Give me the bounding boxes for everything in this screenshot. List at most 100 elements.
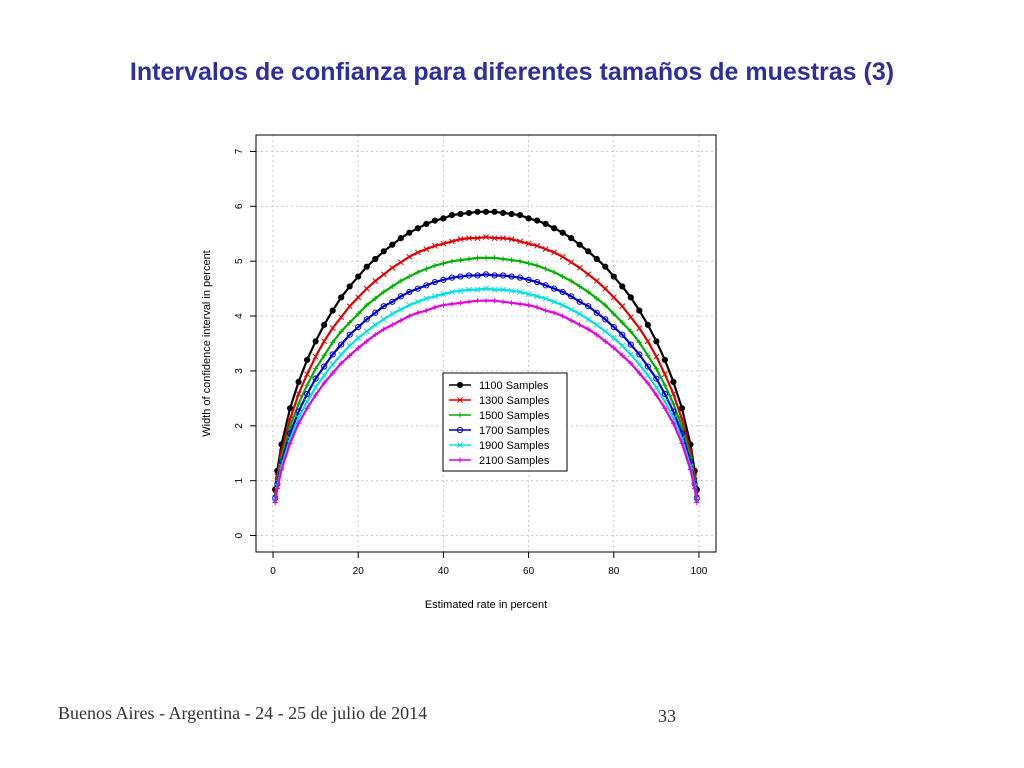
data-point	[347, 352, 353, 359]
data-point	[397, 259, 404, 266]
data-point	[381, 289, 387, 295]
data-point	[457, 236, 464, 243]
data-point	[636, 307, 643, 314]
data-point	[321, 380, 327, 386]
data-point	[645, 352, 651, 359]
data-point	[304, 371, 311, 378]
data-point	[678, 405, 686, 412]
data-point	[313, 392, 319, 398]
data-point	[610, 323, 617, 331]
data-point	[534, 217, 541, 224]
data-point	[448, 274, 456, 281]
y-tick-label: 7	[234, 148, 245, 154]
data-point	[449, 301, 455, 307]
data-point	[355, 311, 361, 317]
data-point	[346, 303, 353, 310]
data-point	[644, 321, 651, 328]
data-point	[389, 264, 396, 271]
data-point	[312, 375, 319, 382]
data-point	[397, 306, 404, 313]
data-point	[287, 440, 293, 446]
data-point	[406, 288, 413, 296]
data-point	[423, 246, 430, 253]
data-point	[466, 235, 472, 242]
data-point	[448, 212, 456, 219]
data-point	[278, 467, 285, 473]
data-point	[304, 356, 311, 364]
data-point	[321, 338, 328, 345]
data-point	[602, 285, 609, 292]
data-point	[440, 240, 447, 247]
data-point	[321, 363, 328, 370]
data-point	[372, 321, 379, 328]
data-point	[355, 323, 362, 331]
x-tick-label: 40	[438, 566, 450, 577]
data-point	[295, 401, 302, 407]
data-point	[568, 317, 574, 324]
data-point	[661, 356, 668, 364]
y-tick-label: 5	[234, 258, 245, 264]
data-point	[508, 236, 515, 243]
data-point	[619, 320, 625, 326]
data-point	[474, 298, 481, 304]
data-point	[551, 310, 557, 316]
legend-marker	[457, 457, 463, 463]
data-point	[423, 307, 429, 314]
data-point	[431, 217, 438, 224]
data-point	[619, 303, 626, 310]
data-point	[551, 249, 558, 256]
data-point	[440, 302, 447, 308]
data-point	[500, 235, 506, 242]
data-point	[380, 248, 387, 255]
data-point	[636, 361, 643, 368]
data-point	[466, 256, 472, 262]
data-point	[347, 320, 353, 326]
data-point	[321, 352, 327, 359]
data-point	[380, 303, 387, 310]
legend-label: 1100 Samples	[479, 380, 549, 392]
data-point	[380, 271, 387, 278]
data-point	[602, 328, 609, 335]
data-point	[272, 500, 278, 506]
data-point	[448, 288, 455, 295]
data-point	[551, 269, 557, 275]
data-point	[653, 353, 660, 360]
data-point	[500, 256, 506, 262]
legend-marker	[456, 426, 464, 434]
data-point	[500, 286, 506, 293]
data-point	[482, 208, 490, 215]
confidence-interval-chart: 0 20 40 60 80 100 0 1 2 3 4 5 6 7 Estimated rate in pe…	[201, 134, 717, 611]
data-point	[585, 248, 592, 255]
data-point	[491, 298, 498, 304]
data-point	[338, 360, 344, 366]
page-number: 33	[658, 706, 676, 726]
data-point	[516, 212, 524, 219]
data-point	[662, 382, 668, 388]
data-point	[321, 321, 328, 328]
legend-marker	[457, 397, 463, 403]
data-point	[491, 208, 498, 215]
data-point	[525, 302, 532, 308]
data-point	[670, 378, 677, 386]
data-point	[525, 291, 532, 298]
data-point	[363, 285, 370, 292]
data-point	[483, 285, 489, 292]
data-point	[551, 225, 558, 232]
data-point	[380, 316, 387, 323]
data-point	[661, 390, 668, 398]
data-point	[338, 328, 344, 335]
data-point	[440, 291, 447, 298]
data-point	[457, 287, 464, 294]
data-point	[516, 274, 524, 281]
data-point	[628, 360, 634, 366]
data-point	[644, 372, 651, 379]
data-point	[508, 257, 515, 263]
data-point	[534, 293, 541, 300]
data-point	[543, 307, 549, 314]
legend-label: 1500 Samples	[479, 410, 550, 422]
data-point	[338, 341, 345, 348]
data-point	[610, 273, 617, 280]
data-point	[559, 302, 566, 309]
data-point	[474, 208, 481, 215]
data-point	[423, 266, 429, 272]
